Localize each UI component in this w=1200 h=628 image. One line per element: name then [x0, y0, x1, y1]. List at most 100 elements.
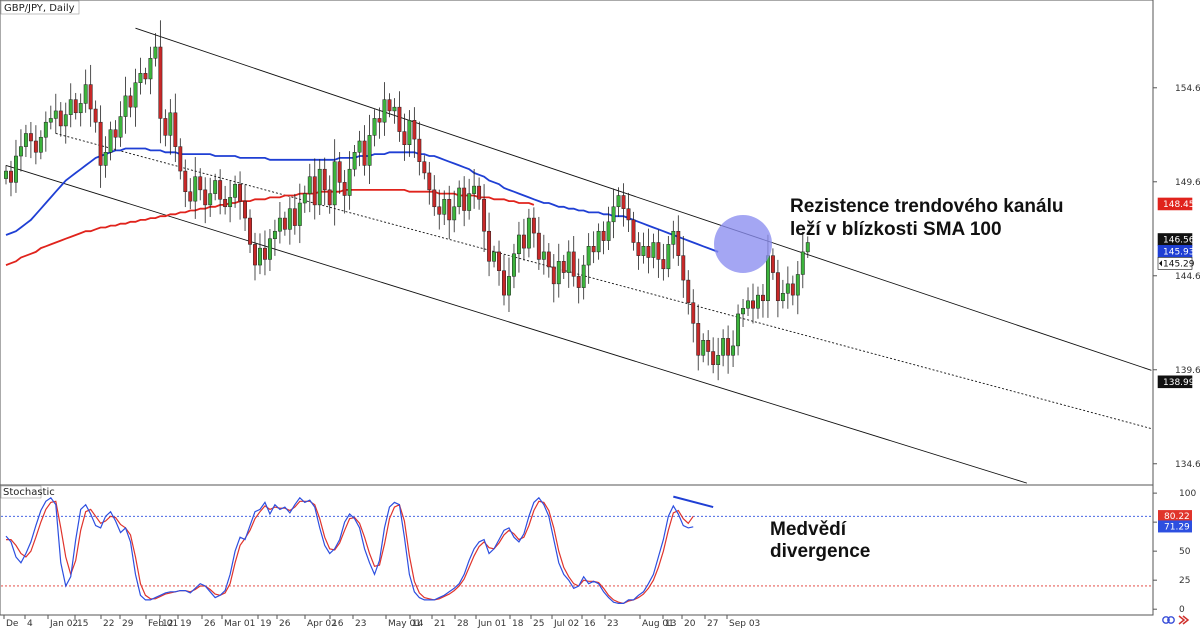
candle [731, 330, 736, 368]
candle [228, 179, 233, 223]
time-tick-label: 16 [584, 619, 596, 628]
candle [63, 102, 68, 144]
candle [482, 184, 487, 252]
candle [795, 261, 800, 315]
candle [312, 158, 317, 220]
divergence-annotation-line1: Medvědí [770, 519, 847, 540]
candle [397, 91, 402, 142]
candle [616, 187, 621, 217]
candle [606, 206, 611, 251]
candle [576, 258, 581, 304]
candle [108, 121, 113, 161]
candle [507, 257, 511, 313]
candle [387, 93, 392, 118]
stochastic-tag-d: 80.22 [1158, 510, 1192, 523]
candle [258, 233, 262, 275]
stochastic-lines [5, 495, 714, 605]
candle [83, 69, 88, 113]
price-tag-label: 138.99 [1163, 378, 1195, 388]
time-tick-label: 18 [512, 619, 524, 628]
time-tick-label: Jan 02 [49, 619, 78, 628]
time-tick-label: 16 [332, 619, 344, 628]
candle [541, 234, 546, 275]
candle [277, 201, 282, 244]
candle [9, 160, 13, 197]
candle [233, 175, 238, 208]
time-tick-label: 15 [77, 619, 88, 628]
candle [332, 139, 337, 226]
candle [302, 185, 307, 213]
stochastic-tick-label: 50 [1179, 547, 1191, 557]
candle [98, 105, 103, 188]
candle [203, 177, 208, 224]
price-tag-sma200: 148.45 [1157, 197, 1195, 211]
candle [761, 283, 765, 318]
price-tag-plain: 138.99 [1157, 375, 1195, 389]
candle [18, 129, 23, 172]
candle [805, 236, 810, 259]
candle [218, 169, 223, 215]
stochastic-tag-k: 71.29 [1158, 520, 1192, 533]
candle [282, 211, 287, 236]
candle [153, 33, 158, 67]
time-tick-label: 13 [665, 619, 676, 628]
time-tick-label: Mar 01 [224, 619, 255, 628]
time-tick-label: 4 [27, 619, 33, 628]
candle [183, 159, 188, 208]
price-tag-label: 148.45 [1163, 200, 1195, 210]
candle [38, 130, 43, 160]
candle [512, 243, 516, 289]
candle [33, 125, 38, 165]
candle [452, 190, 457, 233]
price-tick-label: 134.63 [1175, 460, 1200, 470]
candle [790, 275, 795, 306]
price-tag-label: 146.56 [1163, 235, 1195, 245]
stochastic-pane-frame [0, 484, 1154, 616]
candle [4, 165, 8, 185]
candle [123, 76, 128, 134]
candle [412, 107, 417, 158]
price-tag-label: 145.93 [1163, 247, 1195, 257]
candle [780, 279, 785, 309]
candle [671, 220, 676, 259]
candle [661, 243, 666, 281]
candle [502, 254, 506, 306]
candle [113, 120, 118, 151]
candle [362, 125, 367, 176]
candle [267, 229, 272, 271]
symbol-label-bg [0, 0, 80, 15]
candle [133, 68, 138, 127]
trend-channel [5, 27, 1152, 484]
candle [666, 236, 671, 278]
candle [417, 121, 422, 176]
time-tick-label: Jun 01 [477, 619, 506, 628]
candle [287, 197, 292, 245]
time-tick-label: 12 [162, 619, 173, 628]
candle [681, 236, 686, 298]
time-tick-label: 19 [260, 619, 272, 628]
candle [457, 180, 462, 215]
candle [253, 232, 257, 281]
candle [28, 122, 33, 159]
candle [342, 170, 347, 214]
resistance-annotation-line2: leží v blízkosti SMA 100 [790, 219, 1002, 240]
scroll-to-end-icon[interactable] [1178, 615, 1190, 625]
time-tick-label: 26 [204, 619, 216, 628]
time-tick-label: 27 [707, 619, 718, 628]
time-tick-label: 29 [122, 619, 134, 628]
candle [78, 93, 83, 127]
candle [521, 218, 526, 261]
candle [437, 189, 442, 230]
time-tick-label: 21 [434, 619, 445, 628]
time-tick-label: Apr 02 [307, 619, 337, 628]
price-tag-sma100: 145.93 [1157, 245, 1195, 258]
candle [367, 114, 372, 185]
candle [785, 266, 790, 309]
candle [422, 155, 427, 180]
candle [631, 211, 636, 251]
candle [23, 124, 28, 158]
candle [73, 92, 78, 120]
link-icon[interactable] [1162, 616, 1175, 624]
candle [48, 105, 53, 130]
